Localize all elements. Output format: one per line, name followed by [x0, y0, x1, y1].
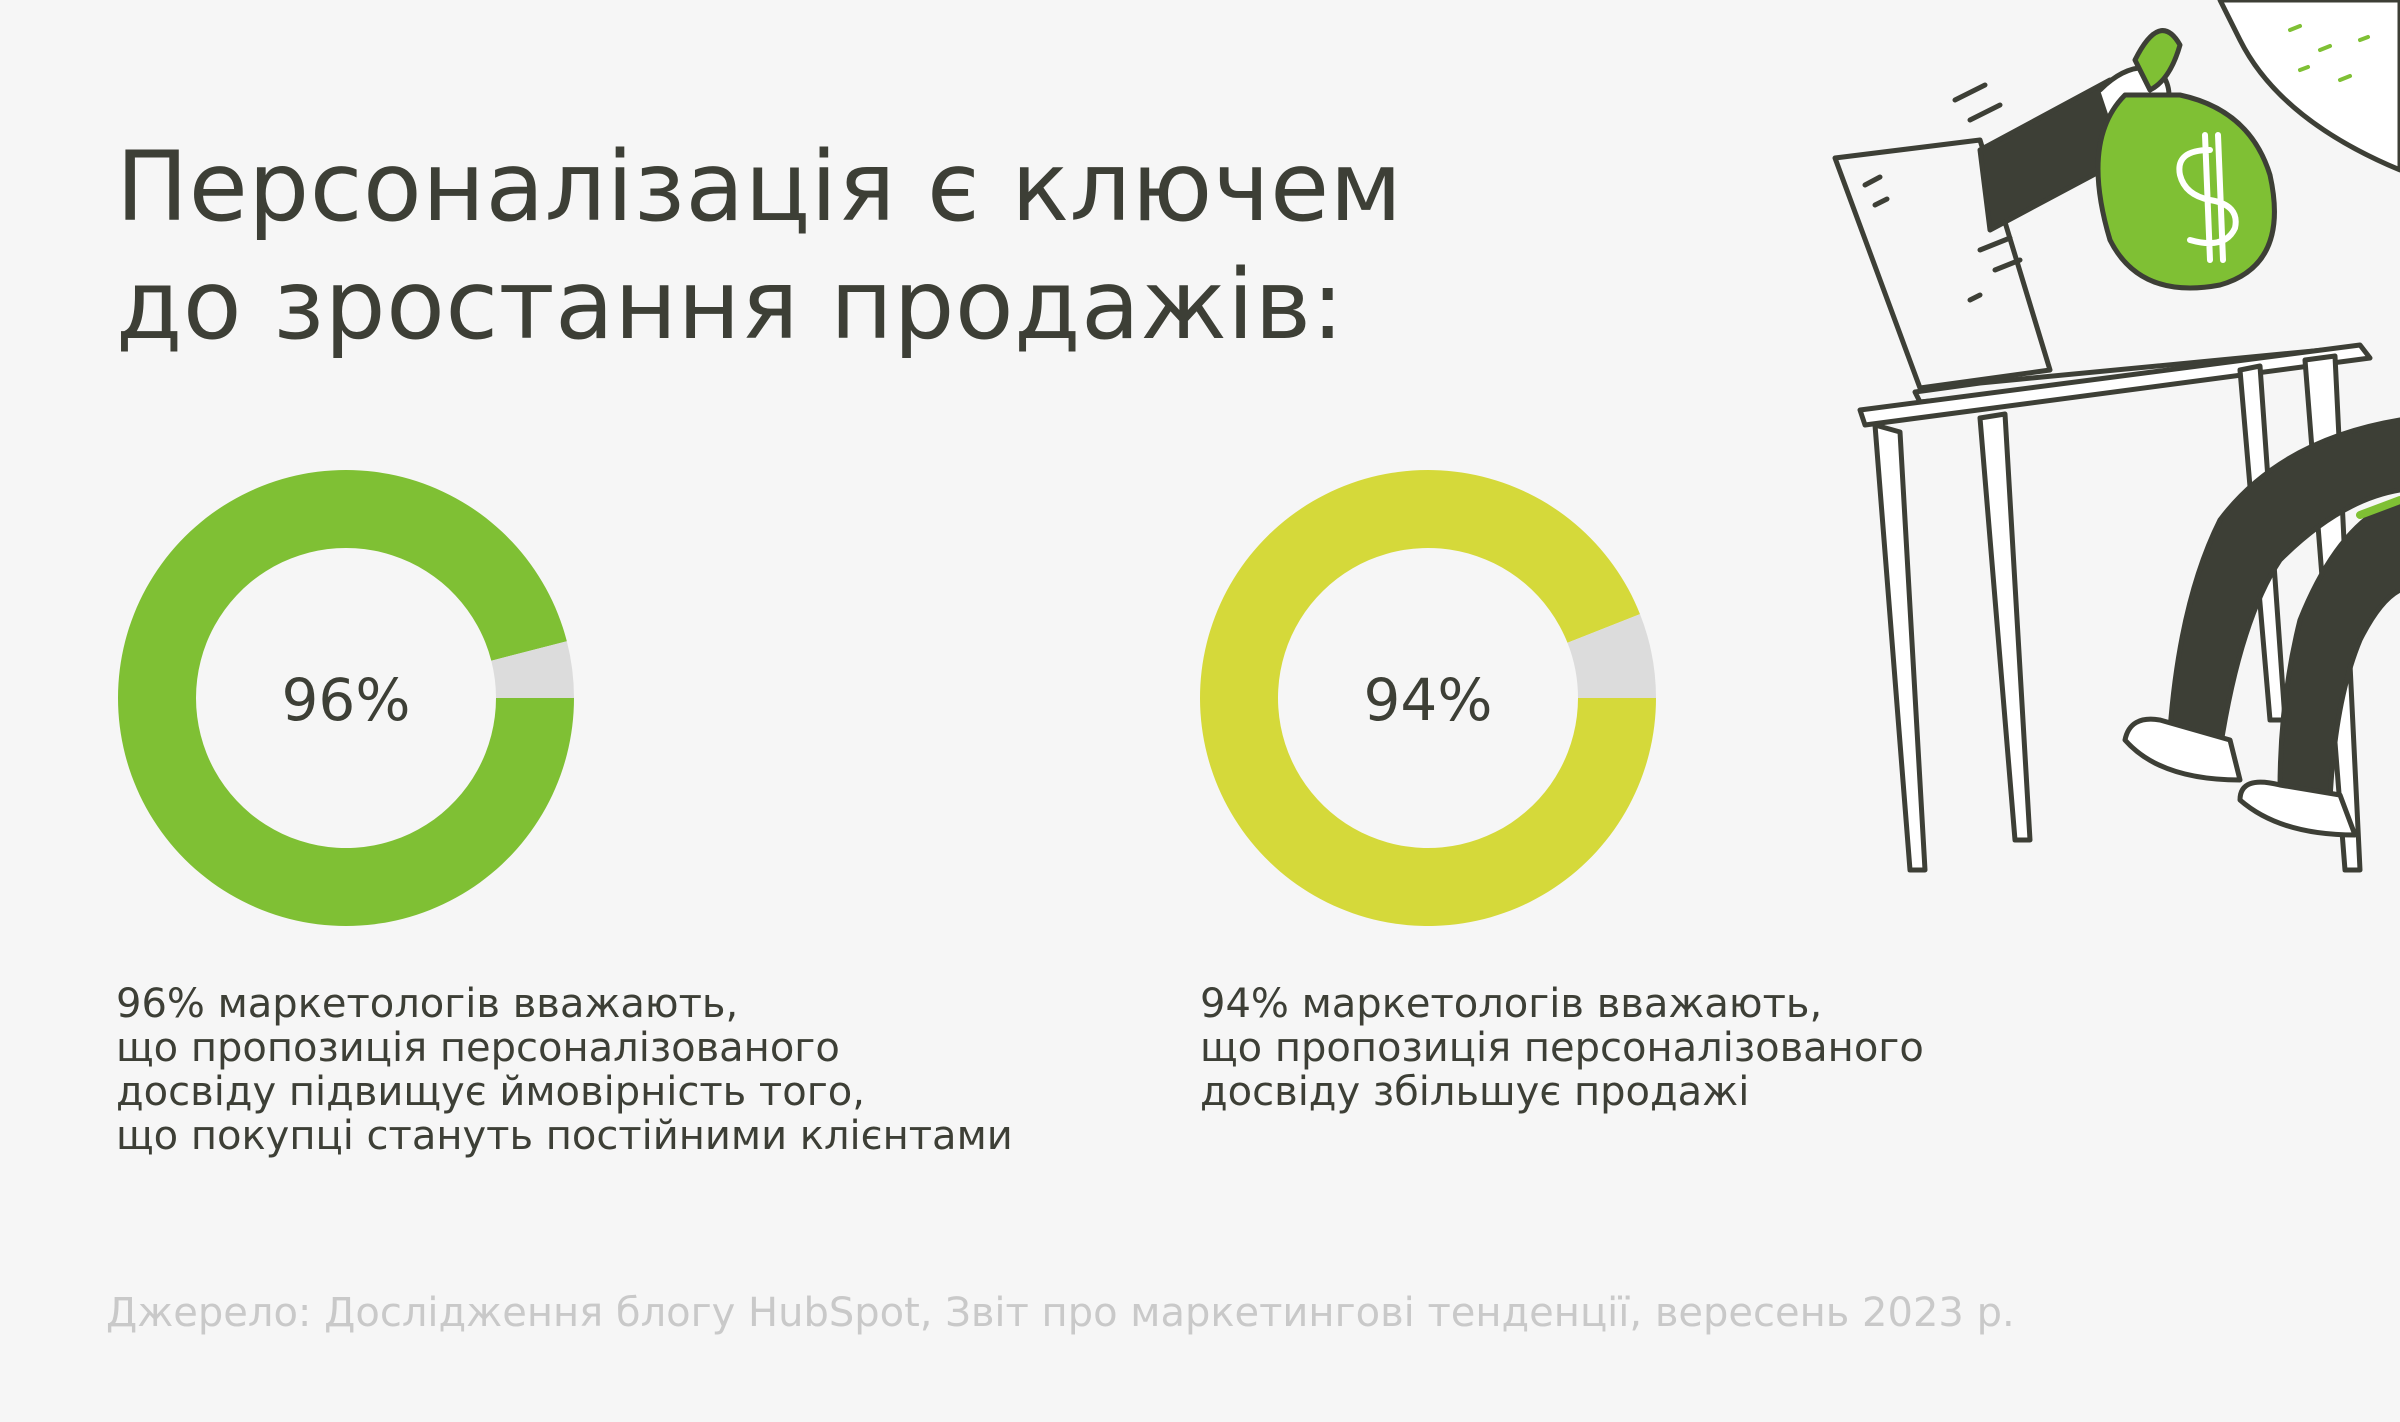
shoe-icon	[2122, 716, 2243, 783]
page-title: Персоналізація є ключем до зростання про…	[116, 128, 1403, 364]
description-line: що пропозиція персоналізованого	[116, 1025, 840, 1071]
donut-chart-96: 96%	[116, 468, 576, 928]
title-line-1: Персоналізація є ключем	[116, 131, 1403, 243]
description-line: досвіду підвищує ймовірність того,	[116, 1069, 865, 1115]
description-line: досвіду збільшує продажі	[1200, 1069, 1750, 1115]
description-line: 94% маркетологів вважають,	[1200, 981, 1823, 1027]
donut-2-segment-main	[1200, 469, 1656, 926]
donut-chart-94: 94%	[1198, 468, 1658, 928]
dollar-sign-icon	[2176, 132, 2239, 263]
illustration-laptop-money-bag	[1832, 0, 2400, 873]
paper-sheet-icon	[2217, 0, 2400, 173]
donut-1-segment-main	[118, 469, 575, 926]
donut-1-segment-rest	[491, 641, 574, 698]
description-line: 96% маркетологів вважають,	[116, 981, 739, 1027]
donut-2-center-label: 94%	[1364, 666, 1493, 734]
description-line: що пропозиція персоналізованого	[1200, 1025, 1924, 1071]
description-line: що покупці стануть постійними клієнтами	[116, 1113, 1013, 1159]
donut-1-center-label: 96%	[282, 666, 411, 734]
description-94: 94% маркетологів вважають, що пропозиція…	[1200, 982, 1924, 1114]
donut-2-segment-rest	[1567, 614, 1656, 698]
title-line-2: до зростання продажів:	[116, 249, 1345, 361]
description-96: 96% маркетологів вважають, що пропозиція…	[116, 982, 1013, 1158]
source-note: Джерело: Дослідження блогу HubSpot, Звіт…	[106, 1290, 2015, 1336]
desk-icon	[1857, 342, 2373, 428]
